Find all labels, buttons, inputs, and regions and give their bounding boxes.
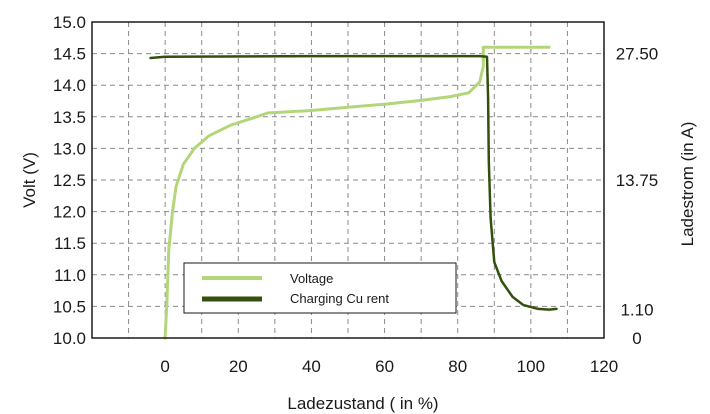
legend-label-voltage: Voltage <box>290 271 333 286</box>
x-tick-label: 40 <box>302 357 321 376</box>
y-tick-label: 11.5 <box>54 234 86 253</box>
x-tick-label: 80 <box>448 357 467 376</box>
plot-frame <box>91 21 605 339</box>
x-tick-label: 20 <box>229 357 248 376</box>
tick-labels: 10.0 10.5 11.0 11.5 12.0 12.5 13.0 13.5 14.0 14.5… <box>53 13 658 376</box>
y-tick-label: 12.5 <box>53 171 86 190</box>
y2-tick-label: 0 <box>632 329 641 348</box>
y2-tick-label: 27.50 <box>616 45 659 64</box>
y2-tick-label: 13.75 <box>616 171 659 190</box>
x-tick-label: 100 <box>517 357 545 376</box>
y-tick-label: 15.0 <box>53 13 86 32</box>
legend-label-charging-current: Charging Cu rent <box>290 291 389 306</box>
legend-box <box>183 262 457 314</box>
x-axis-title: Ladezustand ( in %) <box>287 394 438 413</box>
legend: Voltage Charging Cu rent <box>183 262 457 314</box>
y-axis-title: Volt (V) <box>20 152 39 208</box>
series-line-voltage <box>163 45 551 340</box>
series-line-charging-current <box>149 54 558 311</box>
y-tick-label: 14.5 <box>53 45 86 64</box>
y-tick-label: 13.0 <box>53 139 86 158</box>
y2-tick-label: 1.10 <box>620 301 653 320</box>
x-tick-label: 0 <box>160 357 169 376</box>
y-tick-label: 14.0 <box>53 76 86 95</box>
x-tick-label: 120 <box>590 357 618 376</box>
y-tick-label: 10.5 <box>53 297 86 316</box>
x-tick-label: 60 <box>375 357 394 376</box>
y-tick-label: 13.5 <box>53 108 86 127</box>
y2-axis-title: Ladestrom (in A) <box>678 122 697 247</box>
y-tick-label: 10.0 <box>53 329 86 348</box>
series-layer <box>149 45 558 340</box>
y-tick-label: 12.0 <box>53 203 86 222</box>
y-tick-label: 11.0 <box>54 266 86 285</box>
